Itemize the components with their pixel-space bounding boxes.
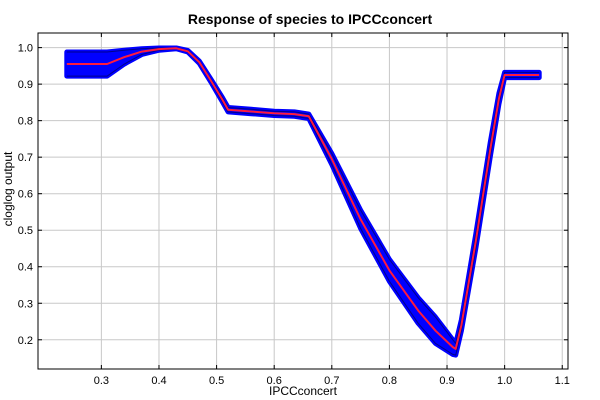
x-tick-label: 1.1 xyxy=(555,375,570,387)
y-tick-label: 0.7 xyxy=(18,152,33,164)
y-tick-label: 0.5 xyxy=(18,225,33,237)
confidence-band xyxy=(64,45,542,358)
y-axis-label: cloglog output xyxy=(1,151,15,226)
band-upper-edge xyxy=(66,47,540,345)
x-axis-label: IPCCconcert xyxy=(269,384,338,398)
chart-title: Response of species to IPCCconcert xyxy=(188,11,433,27)
plot-frame xyxy=(37,32,569,370)
mean-response-line xyxy=(66,47,540,350)
y-tick-label: 0.3 xyxy=(18,298,33,310)
y-tick-label: 0.8 xyxy=(18,116,33,128)
grid xyxy=(38,33,568,369)
y-tick-label: 0.9 xyxy=(18,79,33,91)
x-tick-label: 1.0 xyxy=(497,375,512,387)
x-tick-label: 0.3 xyxy=(94,375,109,387)
y-tick-label: 1.0 xyxy=(18,43,33,55)
x-tick-label: 0.6 xyxy=(267,375,282,387)
x-tick-label: 0.9 xyxy=(439,375,454,387)
band-lower-edge xyxy=(66,48,540,356)
confidence-band-area xyxy=(64,45,542,358)
y-tick-label: 0.4 xyxy=(18,262,33,274)
mean-line-layer xyxy=(66,47,540,350)
axis-ticks: 0.3 0.4 0.5 0.6 0.7 0.8 0.9 1.0 1.1 0.2 0.3 0.4 0.5 0… xyxy=(18,33,570,387)
x-tick-label: 0.5 xyxy=(209,375,224,387)
x-tick-label: 0.8 xyxy=(382,375,397,387)
y-tick-label: 0.2 xyxy=(18,335,33,347)
y-tick-label: 0.6 xyxy=(18,189,33,201)
x-tick-label: 0.4 xyxy=(151,375,166,387)
x-tick-label: 0.7 xyxy=(324,375,339,387)
